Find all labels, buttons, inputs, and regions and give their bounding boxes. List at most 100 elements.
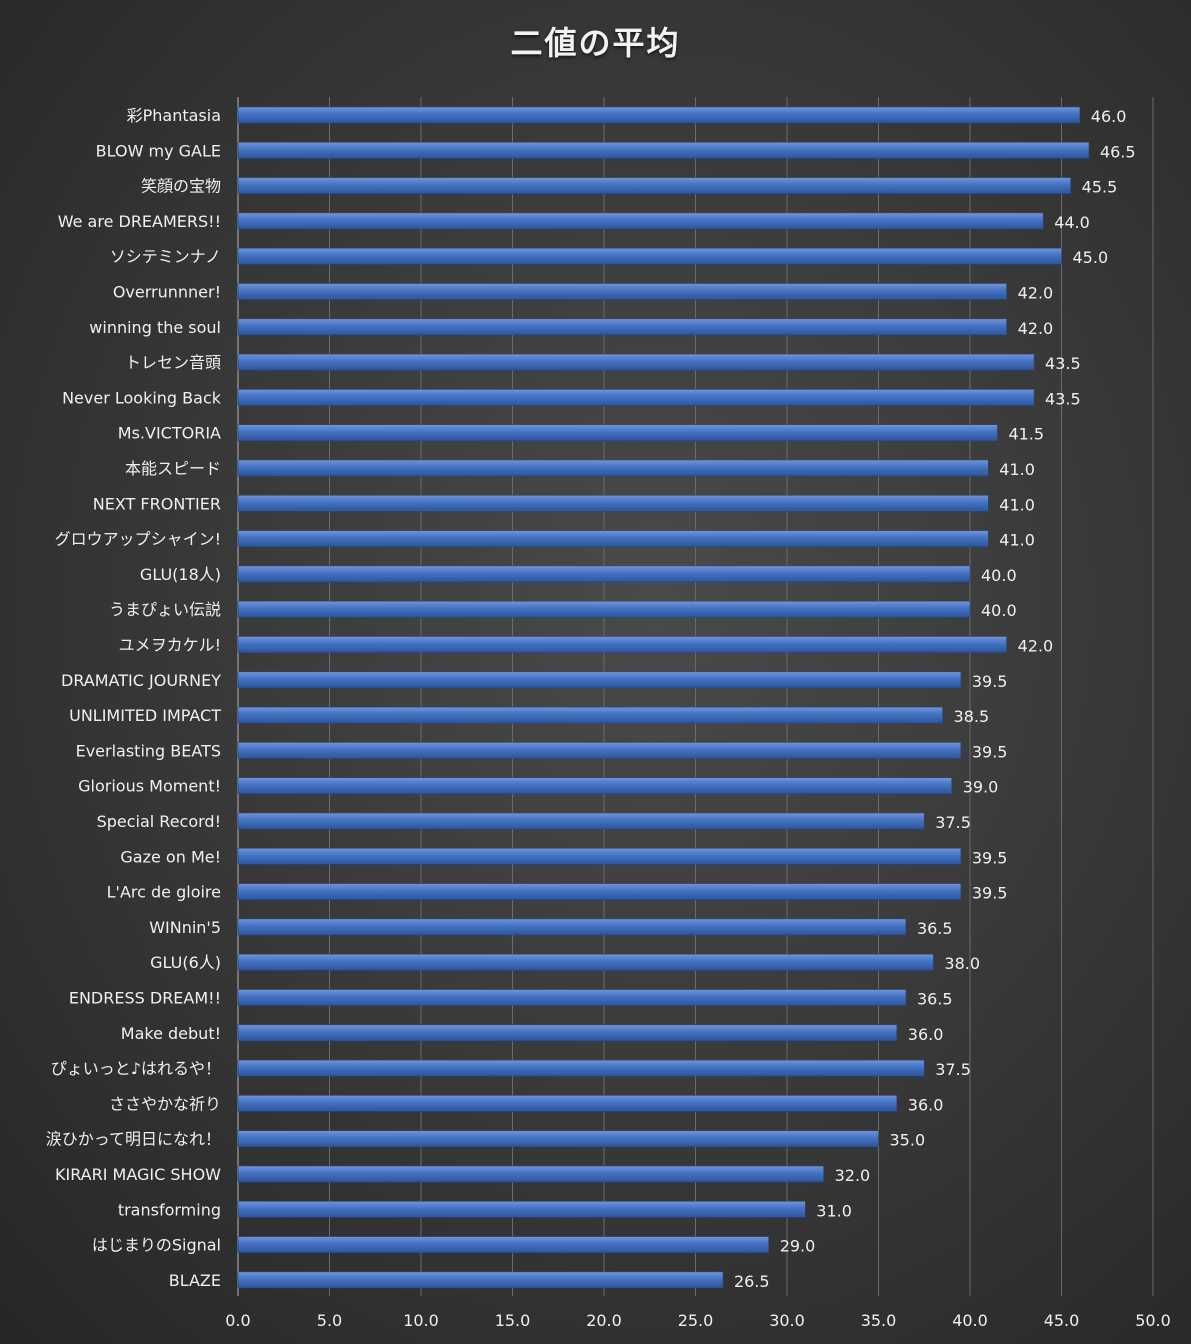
bar <box>237 530 989 547</box>
category-label: ささやかな祈り <box>109 1094 221 1113</box>
category-label: Glorious Moment! <box>78 777 221 796</box>
bar <box>237 742 962 759</box>
category-label: ソシテミンナノ <box>110 247 221 266</box>
value-label: 39.5 <box>972 742 1008 761</box>
value-label: 38.5 <box>954 707 990 726</box>
category-label: 涙ひかって明日になれ！ <box>46 1130 221 1149</box>
x-tick-label: 0.0 <box>225 1311 250 1330</box>
value-label: 39.5 <box>972 672 1008 691</box>
category-label: transforming <box>118 1200 221 1219</box>
category-label: winning the soul <box>89 318 221 337</box>
value-label: 42.0 <box>1018 319 1054 338</box>
category-label: BLOW my GALE <box>96 141 221 160</box>
category-label: GLU(18人) <box>140 565 221 584</box>
value-label: 37.5 <box>935 1060 971 1079</box>
category-label: Make debut! <box>121 1024 221 1043</box>
value-label: 46.5 <box>1100 142 1136 161</box>
category-label: NEXT FRONTIER <box>93 494 221 513</box>
value-label: 26.5 <box>734 1272 770 1291</box>
bar <box>237 600 971 618</box>
category-label: KIRARI MAGIC SHOW <box>55 1165 221 1184</box>
category-label: 彩Phantasia <box>127 106 221 125</box>
category-label: Everlasting BEATS <box>76 741 221 760</box>
value-label: 36.5 <box>917 919 953 938</box>
bar <box>237 424 998 442</box>
bar <box>237 1165 824 1183</box>
value-label: 41.5 <box>1008 425 1044 444</box>
bar <box>237 142 1090 159</box>
bar <box>237 847 962 865</box>
category-label: We are DREAMERS!! <box>58 212 221 231</box>
x-tick-label: 25.0 <box>678 1311 714 1330</box>
bar <box>237 1024 898 1042</box>
value-label: 41.0 <box>999 460 1035 479</box>
x-tick-label: 5.0 <box>317 1311 342 1330</box>
category-label: UNLIMITED IMPACT <box>69 706 221 725</box>
value-label: 36.0 <box>908 1095 944 1114</box>
x-tick-label: 10.0 <box>403 1311 439 1330</box>
bar <box>237 1059 925 1077</box>
value-label: 40.0 <box>981 601 1017 620</box>
bar <box>237 1236 770 1253</box>
bar <box>237 247 1062 265</box>
bar <box>237 777 953 795</box>
category-label: GLU(6人) <box>150 953 221 972</box>
x-tick-label: 40.0 <box>952 1311 988 1330</box>
value-label: 29.0 <box>780 1237 816 1256</box>
value-label: 39.5 <box>972 884 1008 903</box>
bar <box>237 918 907 936</box>
category-label: はじまりのSignal <box>92 1236 221 1255</box>
value-label: 44.0 <box>1054 213 1090 232</box>
x-tick-label: 35.0 <box>861 1311 897 1330</box>
category-label: グロウアップシャイン! <box>55 530 221 549</box>
category-label: ぴょいっと♪はれるや！ <box>51 1059 221 1078</box>
category-label: ユメヲカケル! <box>119 636 221 655</box>
bar <box>237 1201 806 1218</box>
x-tick-label: 15.0 <box>495 1311 531 1330</box>
category-label: Gaze on Me! <box>120 847 221 866</box>
bars <box>237 106 1090 1289</box>
category-label: BLAZE <box>169 1271 221 1290</box>
bar <box>237 1271 724 1289</box>
bar <box>237 1095 898 1112</box>
bar <box>237 636 1007 653</box>
category-label: Special Record! <box>97 812 221 831</box>
bar <box>237 212 1044 230</box>
category-label: ENDRESS DREAM!! <box>69 989 221 1008</box>
value-label: 41.0 <box>999 531 1035 550</box>
value-label: 43.5 <box>1045 354 1081 373</box>
category-label: Never Looking Back <box>62 388 222 407</box>
value-label: 38.0 <box>944 954 980 973</box>
gridlines <box>237 97 1154 1296</box>
bar <box>237 706 943 724</box>
value-label: 45.5 <box>1082 178 1118 197</box>
bar <box>237 883 962 900</box>
chart-title: 二値の平均 <box>510 24 681 62</box>
x-tick-label: 30.0 <box>769 1311 805 1330</box>
category-label: L'Arc de gloire <box>107 883 221 902</box>
x-tick-label: 50.0 <box>1135 1311 1171 1330</box>
bar <box>237 389 1035 406</box>
value-label: 42.0 <box>1018 284 1054 303</box>
value-label: 36.5 <box>917 990 953 1009</box>
category-label: DRAMATIC JOURNEY <box>61 671 221 690</box>
bar <box>237 459 989 477</box>
bar <box>237 1130 879 1147</box>
bar <box>237 283 1007 300</box>
category-label: トレセン音頭 <box>125 353 221 372</box>
value-label: 39.0 <box>963 778 999 797</box>
category-label: Overrunnner! <box>113 283 221 302</box>
value-label: 45.0 <box>1073 248 1109 267</box>
bar <box>237 494 989 512</box>
value-label: 31.0 <box>816 1201 852 1220</box>
value-label: 41.0 <box>999 495 1035 514</box>
bar <box>237 671 962 689</box>
bar <box>237 565 971 583</box>
category-label: うまぴょい伝説 <box>109 600 221 619</box>
labels: 0.0 5.0 10.0 15.0 20.0 25.0 30.0 35.0 40.0 45.0 50… <box>46 106 1171 1330</box>
bar <box>237 989 907 1006</box>
category-label: WINnin'5 <box>149 918 221 937</box>
value-label: 39.5 <box>972 848 1008 867</box>
